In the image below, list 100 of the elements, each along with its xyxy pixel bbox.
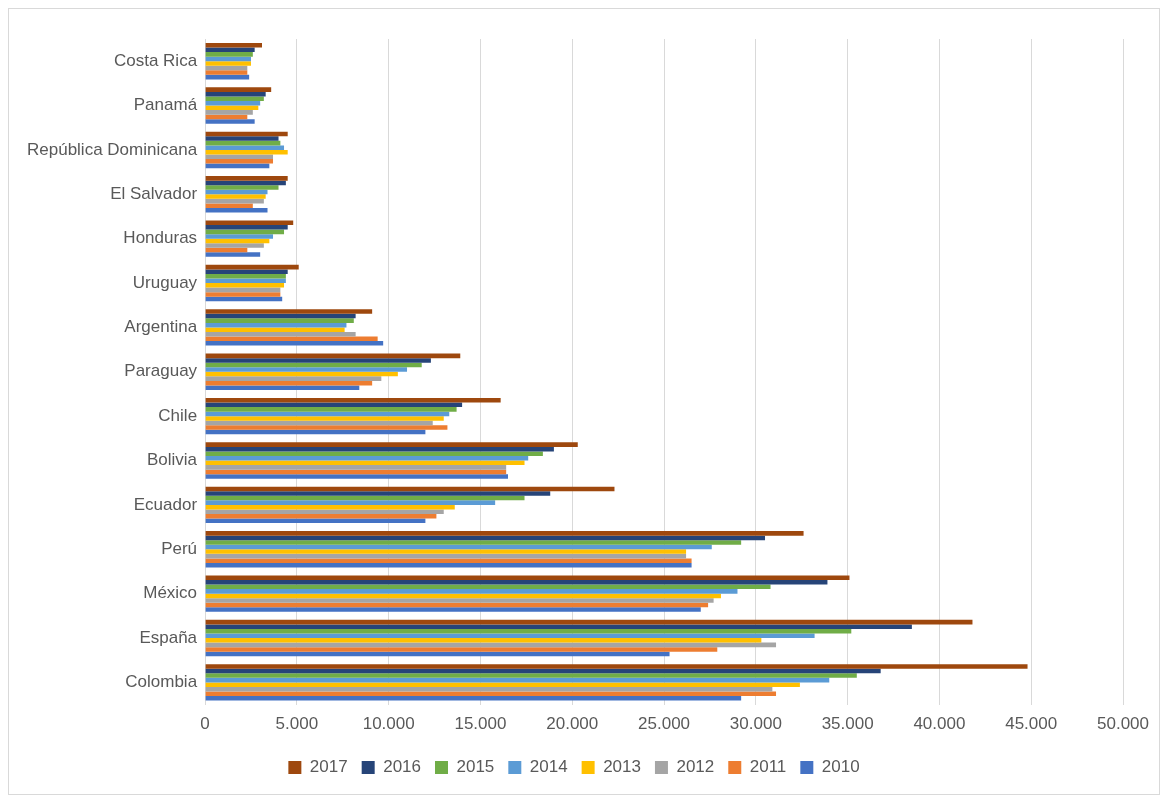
legend-label: 2010	[821, 757, 860, 777]
bar	[205, 207, 268, 213]
bar	[205, 136, 279, 141]
bar	[205, 474, 508, 479]
x-tick-label: 15.000	[454, 714, 507, 734]
bar	[205, 696, 742, 701]
bar	[205, 145, 285, 150]
bar	[205, 385, 360, 390]
bar	[205, 309, 373, 314]
bar	[205, 159, 274, 164]
bar	[205, 540, 742, 545]
bar	[205, 318, 354, 323]
bar	[205, 220, 294, 226]
bar	[205, 633, 815, 639]
bar	[205, 664, 1028, 669]
y-tick-label: Costa Rica	[113, 50, 198, 70]
bar	[205, 465, 507, 470]
bar	[205, 500, 496, 505]
bar	[205, 273, 286, 279]
bar	[205, 682, 800, 687]
bar	[205, 358, 431, 363]
y-tick-label: España	[139, 627, 198, 647]
bar	[205, 70, 248, 75]
bar	[205, 42, 262, 48]
y-tick-label: El Salvador	[110, 183, 198, 203]
bar	[205, 531, 804, 536]
x-tick-label: 35.000	[821, 714, 874, 734]
y-tick-label: Panamá	[133, 95, 198, 115]
bar	[205, 96, 264, 102]
y-tick-label: Argentina	[124, 317, 198, 337]
bar	[205, 509, 444, 515]
bar	[205, 407, 457, 412]
bar	[205, 624, 912, 629]
x-tick-label: 0	[200, 714, 210, 734]
x-tick-label: 50.000	[1097, 714, 1149, 734]
legend-label: 2011	[749, 757, 787, 777]
x-tick-label: 25.000	[638, 714, 691, 734]
bar	[205, 514, 437, 519]
bar	[205, 416, 444, 421]
legend-label: 2017	[309, 757, 348, 777]
bar	[205, 252, 261, 257]
y-tick-label: México	[143, 583, 198, 603]
bar	[205, 575, 850, 581]
bar	[205, 61, 251, 66]
x-tick-label: 10.000	[362, 714, 415, 734]
bar	[205, 598, 714, 603]
bar	[205, 686, 773, 692]
bar	[205, 176, 288, 181]
legend-label: 2015	[456, 757, 495, 777]
bar	[205, 456, 529, 461]
bar	[205, 558, 692, 563]
bar	[205, 225, 288, 230]
x-tick-label: 20.000	[546, 714, 599, 734]
bar	[205, 589, 738, 594]
y-tick-label: Chile	[158, 405, 198, 425]
legend-label: 2014	[529, 757, 568, 777]
bar	[205, 185, 279, 190]
bar	[205, 367, 408, 372]
bar	[205, 119, 255, 124]
legend-label: 2012	[676, 757, 715, 777]
y-tick-label: Paraguay	[124, 361, 198, 381]
bar	[205, 234, 274, 239]
y-tick-label: Perú	[161, 538, 198, 558]
bar	[205, 327, 345, 332]
bar	[205, 283, 285, 288]
x-tick-label: 30.000	[729, 714, 782, 734]
bar	[205, 341, 384, 346]
y-tick-label: Ecuador	[133, 494, 198, 514]
legend-label: 2013	[603, 757, 641, 777]
bar	[205, 110, 253, 115]
bar	[205, 194, 266, 199]
bar	[205, 376, 382, 381]
bar	[205, 52, 253, 57]
y-tick-label: Bolivia	[147, 450, 198, 470]
bar	[205, 442, 578, 447]
bar	[205, 638, 762, 643]
bar	[205, 397, 501, 403]
x-tick-label: 40.000	[913, 714, 966, 734]
bar	[205, 451, 543, 456]
bar	[205, 87, 272, 92]
bar	[205, 331, 356, 337]
bar	[205, 425, 448, 430]
y-tick-label: República Dominicana	[27, 139, 198, 159]
bar	[205, 203, 253, 208]
bar	[205, 269, 288, 274]
bar	[205, 154, 274, 160]
bar	[205, 580, 828, 585]
x-tick-label: 45.000	[1005, 714, 1058, 734]
bar	[205, 101, 261, 106]
y-tick-label: Uruguay	[132, 272, 198, 292]
legend-label: 2016	[383, 757, 421, 777]
y-tick-label: Colombia	[125, 672, 198, 692]
bar	[205, 673, 857, 678]
bar	[205, 647, 718, 652]
bar	[205, 607, 701, 612]
y-tick-label: Honduras	[123, 228, 198, 248]
bar	[205, 292, 281, 297]
bar	[205, 491, 551, 496]
bar	[205, 549, 687, 554]
x-tick-label: 5.000	[275, 714, 319, 734]
